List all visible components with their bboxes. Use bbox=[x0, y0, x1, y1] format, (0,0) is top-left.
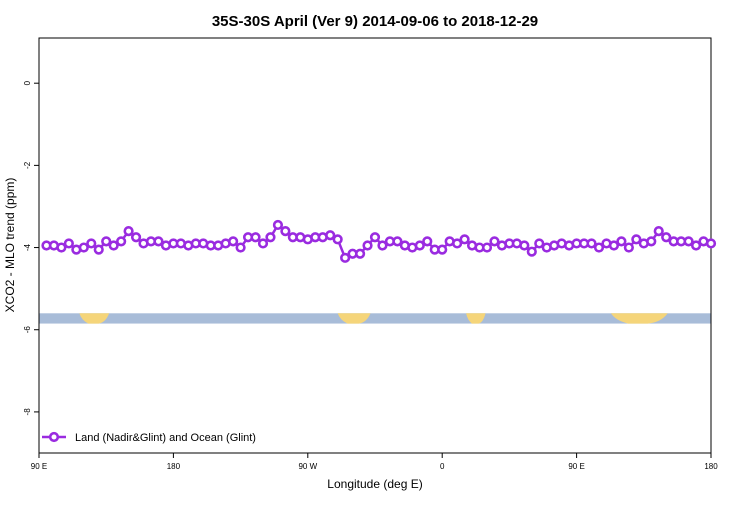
y-tick-label: -4 bbox=[23, 243, 32, 251]
data-point bbox=[116, 236, 127, 247]
data-point bbox=[108, 240, 119, 251]
land-ocean-strip bbox=[39, 313, 711, 324]
y-tick-label: -8 bbox=[23, 408, 32, 416]
data-point bbox=[452, 238, 463, 249]
data-point bbox=[631, 234, 642, 245]
data-point bbox=[437, 244, 448, 255]
data-point bbox=[153, 236, 164, 247]
series-layer bbox=[41, 219, 717, 263]
land-region-3 bbox=[466, 313, 486, 324]
data-point bbox=[377, 240, 388, 251]
data-point bbox=[586, 238, 597, 249]
data-point bbox=[63, 238, 74, 249]
data-point bbox=[646, 236, 657, 247]
data-point bbox=[705, 238, 717, 249]
data-point bbox=[481, 242, 493, 253]
data-point bbox=[123, 226, 134, 237]
data-point bbox=[593, 242, 605, 253]
data-point bbox=[272, 219, 284, 231]
x-tick-label: 0 bbox=[440, 462, 445, 471]
data-point bbox=[414, 240, 425, 251]
data-point bbox=[362, 240, 373, 251]
legend-marker bbox=[48, 431, 60, 443]
data-point bbox=[235, 242, 246, 253]
data-point bbox=[623, 242, 634, 253]
y-tick-label: -6 bbox=[23, 326, 32, 334]
data-point bbox=[534, 238, 545, 249]
data-point bbox=[608, 240, 620, 251]
y-axis-label: XCO2 - MLO trend (ppm) bbox=[3, 178, 17, 313]
x-axis-label: Longitude (deg E) bbox=[327, 477, 422, 491]
data-point bbox=[340, 252, 351, 263]
data-point bbox=[392, 236, 403, 247]
data-point bbox=[526, 246, 537, 257]
data-point bbox=[422, 236, 433, 247]
x-tick-label: 90 W bbox=[298, 462, 317, 471]
data-point bbox=[616, 236, 627, 247]
data-point bbox=[653, 226, 664, 237]
y-tick-label: -2 bbox=[23, 161, 32, 169]
x-tick-label: 90 E bbox=[568, 462, 584, 471]
data-point bbox=[354, 248, 366, 259]
x-tick-label: 180 bbox=[704, 462, 718, 471]
data-point bbox=[130, 232, 142, 243]
land-region-2 bbox=[337, 313, 371, 324]
data-point bbox=[101, 236, 112, 247]
data-point bbox=[228, 236, 239, 247]
data-point bbox=[265, 232, 276, 243]
legend: Land (Nadir&Glint) and Ocean (Glint) bbox=[42, 431, 256, 444]
data-point bbox=[690, 240, 702, 251]
land-region-1 bbox=[79, 313, 110, 324]
data-point bbox=[93, 244, 104, 255]
data-point bbox=[257, 238, 269, 249]
data-point bbox=[683, 236, 694, 247]
x-tick-label: 180 bbox=[167, 462, 181, 471]
data-point bbox=[489, 236, 500, 247]
data-point bbox=[325, 230, 336, 241]
ocean-band bbox=[39, 313, 711, 324]
land-region-4 bbox=[610, 313, 668, 324]
y-tick-label: 0 bbox=[23, 80, 32, 85]
x-tick-label: 90 E bbox=[31, 462, 47, 471]
data-point bbox=[459, 234, 470, 245]
data-point bbox=[78, 242, 89, 253]
data-point bbox=[250, 232, 261, 243]
data-point bbox=[332, 234, 343, 245]
legend-label: Land (Nadir&Glint) and Ocean (Glint) bbox=[75, 432, 256, 444]
chart-title: 35S-30S April (Ver 9) 2014-09-06 to 2018… bbox=[212, 13, 538, 30]
axes: 90 E 180 90 W 0 90 E 180 0 -2 -4 -6 -8 bbox=[23, 37, 718, 471]
data-point bbox=[86, 238, 97, 249]
data-point bbox=[369, 232, 381, 243]
data-point bbox=[280, 226, 291, 237]
data-point bbox=[519, 240, 530, 251]
data-point bbox=[56, 242, 67, 253]
data-point bbox=[661, 232, 672, 243]
